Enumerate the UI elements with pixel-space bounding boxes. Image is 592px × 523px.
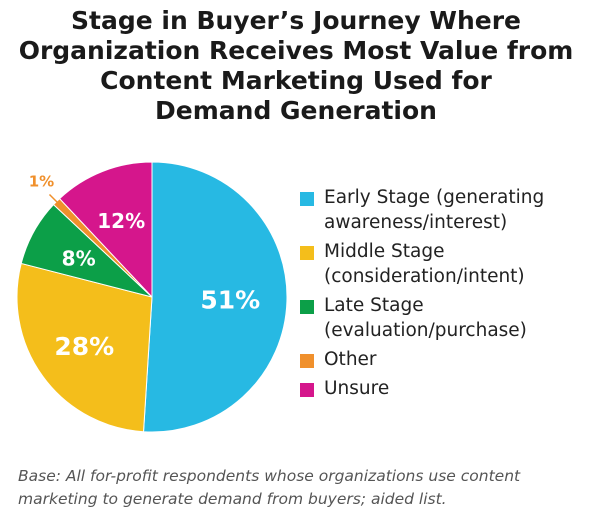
legend-label: Middle Stage: [324, 241, 445, 262]
pie-slice-middle: [16, 262, 153, 433]
legend-label: (evaluation/purchase): [324, 320, 527, 341]
title-line: Content Marketing Used for: [100, 66, 492, 95]
legend-label: Unsure: [324, 378, 390, 399]
footnote-line: marketing to generate demand from buyers…: [18, 490, 447, 508]
title-line: Organization Receives Most Value from: [18, 36, 574, 65]
legend-swatch: [300, 383, 314, 397]
title-line: Stage in Buyer’s Journey Where: [71, 6, 521, 35]
slice-value-label: 28%: [54, 332, 114, 361]
legend-label: Early Stage (generating: [324, 187, 545, 208]
legend-swatch: [300, 192, 314, 206]
pie-slice-unsure: [58, 161, 153, 299]
slice-value-label: 51%: [200, 285, 260, 314]
legend-item-other: Other: [300, 347, 585, 372]
legend-item-middle-stage: Middle Stage (consideration/intent): [300, 239, 585, 289]
legend-label: Other: [324, 349, 377, 370]
chart-title: Stage in Buyer’s Journey Where Organizat…: [0, 6, 592, 126]
legend-label: awareness/interest): [324, 212, 508, 233]
legend-swatch: [300, 246, 314, 260]
slice-leader-line: [48, 193, 60, 205]
footnote: Base: All for-profit respondents whose o…: [18, 465, 578, 511]
legend: Early Stage (generating awareness/intere…: [300, 185, 585, 405]
slice-value-label: 1%: [29, 172, 54, 190]
slice-value-label: 12%: [97, 209, 145, 233]
title-line: Demand Generation: [155, 96, 437, 125]
legend-label: Late Stage: [324, 295, 424, 316]
legend-swatch: [300, 300, 314, 314]
legend-swatch: [300, 354, 314, 368]
legend-item-early-stage: Early Stage (generating awareness/intere…: [300, 185, 585, 235]
legend-item-late-stage: Late Stage (evaluation/purchase): [300, 293, 585, 343]
footnote-line: Base: All for-profit respondents whose o…: [18, 467, 521, 485]
slice-value-label: 8%: [62, 247, 96, 271]
legend-label: (consideration/intent): [324, 266, 525, 287]
legend-item-unsure: Unsure: [300, 376, 585, 401]
pie-slice-early: [142, 161, 288, 433]
